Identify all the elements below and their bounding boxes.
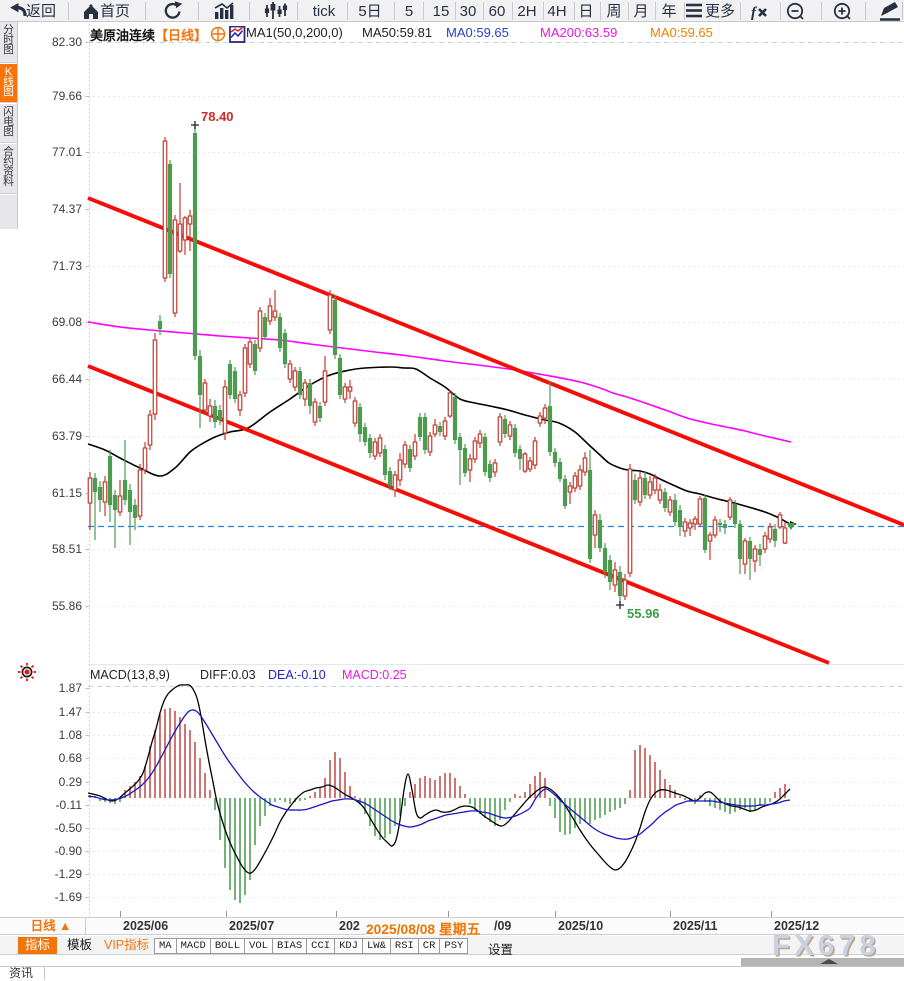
svg-text:55.96: 55.96 <box>627 606 660 621</box>
svg-text:78.40: 78.40 <box>201 109 234 124</box>
svg-text:f: f <box>751 5 758 21</box>
